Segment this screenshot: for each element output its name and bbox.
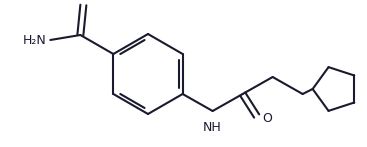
Text: O: O (263, 112, 273, 126)
Text: NH: NH (202, 121, 221, 134)
Text: H₂N: H₂N (23, 34, 46, 46)
